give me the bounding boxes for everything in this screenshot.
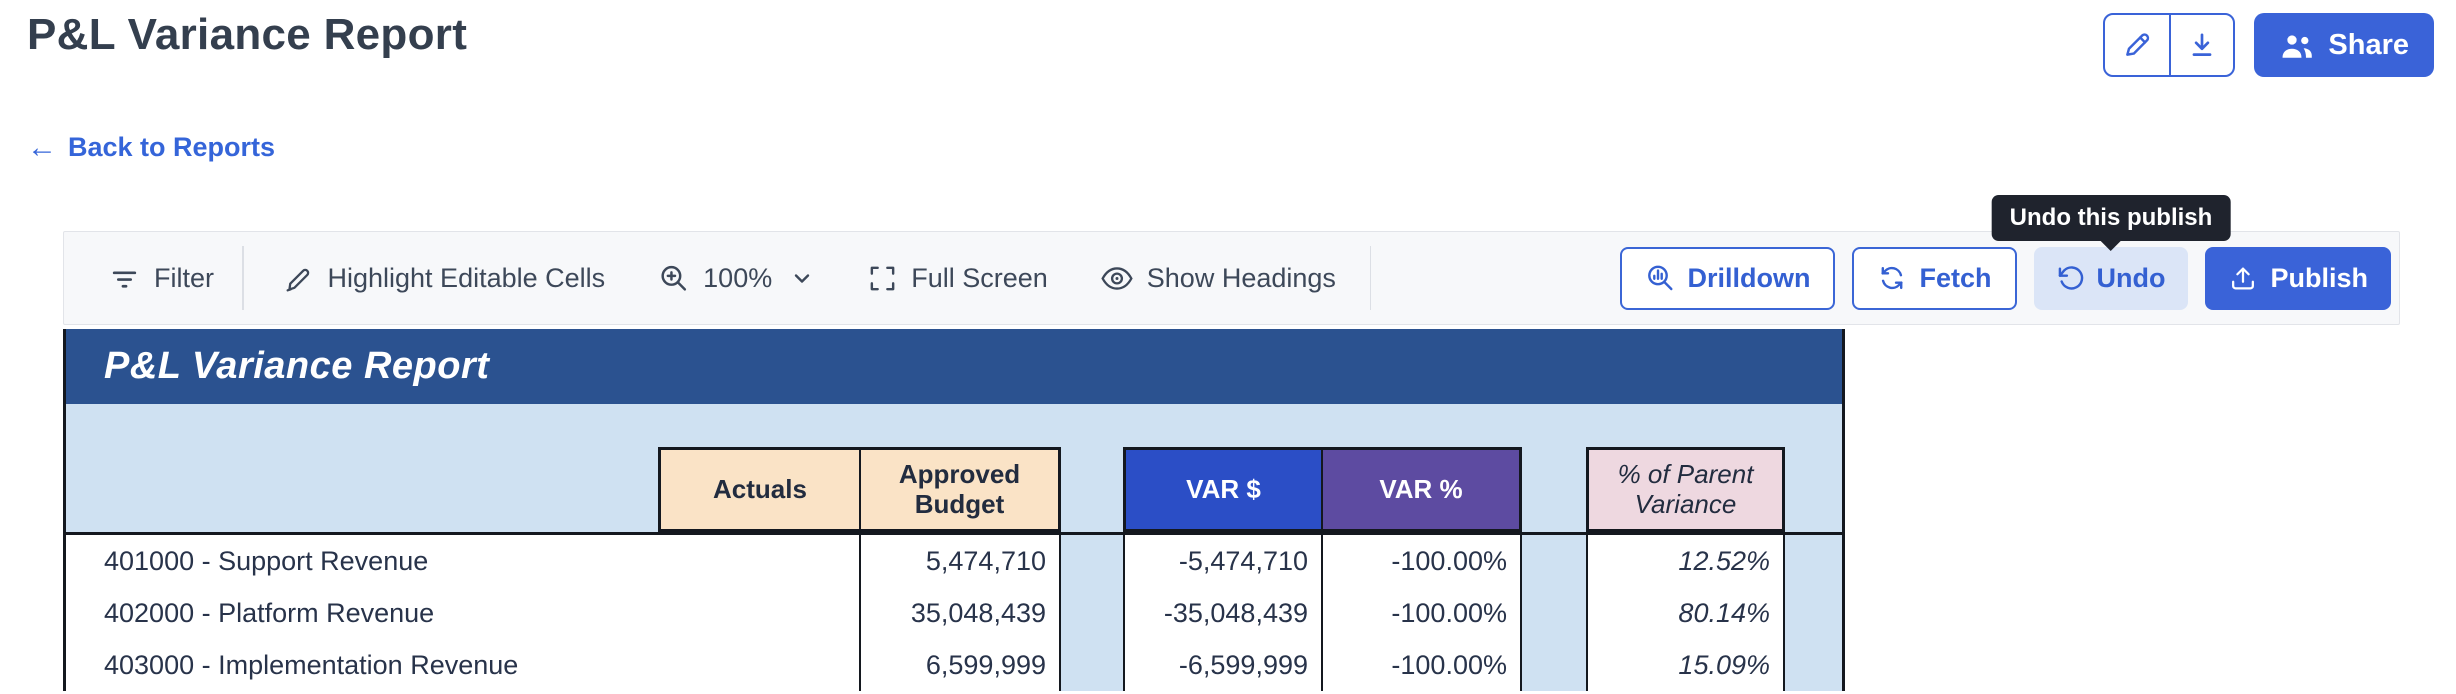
drilldown-button[interactable]: Drilldown: [1620, 246, 1836, 310]
share-button[interactable]: Share: [2254, 13, 2434, 77]
header-actions: Share: [2103, 13, 2434, 77]
highlighter-icon: [282, 262, 315, 295]
var-dollar-cell[interactable]: -5,474,710: [1123, 535, 1323, 587]
pencil-icon: [2122, 30, 2152, 60]
column-gap: [1522, 587, 1586, 639]
zoom-in-icon: [657, 262, 690, 295]
column-gap: [1785, 639, 1842, 691]
undo-button[interactable]: Undo: [2033, 246, 2189, 310]
var-percent-cell[interactable]: -100.00%: [1323, 535, 1522, 587]
highlight-editable-cells-button[interactable]: Highlight Editable Cells: [282, 262, 606, 295]
undo-icon: [2057, 264, 2085, 292]
zoom-level-value: 100%: [703, 262, 773, 293]
column-header-actuals[interactable]: Actuals: [658, 447, 861, 532]
column-gap: [1522, 639, 1586, 691]
table-row[interactable]: 401000 - Support Revenue 5,474,710 -5,47…: [66, 535, 1842, 587]
parent-variance-cell[interactable]: 80.14%: [1586, 587, 1785, 639]
share-users-icon: [2279, 30, 2315, 60]
var-percent-cell[interactable]: -100.00%: [1323, 639, 1522, 691]
column-header-var-dollar[interactable]: VAR $: [1123, 447, 1323, 532]
highlight-label: Highlight Editable Cells: [327, 262, 606, 293]
actuals-cell[interactable]: [658, 587, 861, 639]
back-arrow-icon: ←: [27, 130, 57, 164]
column-gap: [1061, 587, 1123, 639]
back-link-label: Back to Reports: [68, 132, 276, 162]
show-headings-label: Show Headings: [1146, 262, 1336, 293]
toolbar-divider: [1369, 246, 1372, 310]
report-body: 401000 - Support Revenue 5,474,710 -5,47…: [66, 532, 1842, 691]
row-label-cell[interactable]: 402000 - Platform Revenue: [104, 597, 435, 628]
actuals-cell[interactable]: [658, 535, 861, 587]
publish-button[interactable]: Publish: [2205, 246, 2391, 310]
parent-variance-cell[interactable]: 12.52%: [1586, 535, 1785, 587]
approved-budget-cell[interactable]: 6,599,999: [861, 639, 1061, 691]
var-dollar-cell[interactable]: -6,599,999: [1123, 639, 1323, 691]
filter-label: Filter: [154, 262, 214, 293]
row-label-cell[interactable]: 403000 - Implementation Revenue: [104, 649, 519, 680]
full-screen-label: Full Screen: [911, 262, 1048, 293]
report-table: P&L Variance Report Actuals Approved Bud…: [63, 329, 1845, 691]
edit-download-button-group: [2103, 13, 2236, 77]
publish-upload-icon: [2228, 263, 2258, 293]
share-button-label: Share: [2328, 28, 2409, 61]
chevron-down-icon: [789, 265, 815, 291]
toolbar-actions: Drilldown Fetch Undo this publish Undo: [1620, 194, 2391, 310]
filter-icon: [108, 262, 141, 295]
undo-tooltip: Undo this publish: [1991, 194, 2231, 241]
drilldown-icon: [1645, 263, 1675, 293]
parent-variance-cell[interactable]: 15.09%: [1586, 639, 1785, 691]
report-toolbar: Filter Highlight Editable Cells 100%: [63, 194, 2400, 325]
download-icon: [2187, 30, 2217, 60]
fetch-refresh-icon: [1877, 263, 1907, 293]
column-gap: [1522, 535, 1586, 587]
table-row[interactable]: 403000 - Implementation Revenue 6,599,99…: [66, 639, 1842, 691]
zoom-level-dropdown[interactable]: 100%: [657, 262, 815, 295]
publish-label: Publish: [2270, 262, 2368, 293]
full-screen-button[interactable]: Full Screen: [867, 263, 1048, 294]
download-button[interactable]: [2169, 15, 2233, 75]
row-label-cell[interactable]: 401000 - Support Revenue: [104, 545, 429, 576]
back-to-reports-link[interactable]: ← Back to Reports: [27, 132, 275, 163]
table-row[interactable]: 402000 - Platform Revenue 35,048,439 -35…: [66, 587, 1842, 639]
approved-budget-cell[interactable]: 5,474,710: [861, 535, 1061, 587]
var-dollar-cell[interactable]: -35,048,439: [1123, 587, 1323, 639]
edit-button[interactable]: [2105, 15, 2169, 75]
report-title: P&L Variance Report: [104, 345, 490, 387]
fetch-button[interactable]: Fetch: [1852, 246, 2017, 310]
fullscreen-icon: [867, 263, 898, 294]
toolbar-divider: [242, 246, 244, 310]
column-gap: [1785, 587, 1842, 639]
column-header-approved-budget[interactable]: Approved Budget: [861, 447, 1061, 532]
var-percent-cell[interactable]: -100.00%: [1323, 587, 1522, 639]
column-gap: [1785, 535, 1842, 587]
page-title: P&L Variance Report: [27, 10, 468, 59]
show-headings-toggle[interactable]: Show Headings: [1100, 263, 1336, 294]
undo-button-wrapper: Undo this publish Undo: [1991, 194, 2231, 310]
actuals-cell[interactable]: [658, 639, 861, 691]
column-gap: [1061, 639, 1123, 691]
fetch-label: Fetch: [1919, 262, 1992, 293]
eye-icon: [1100, 265, 1134, 292]
page-header: P&L Variance Report: [0, 0, 2456, 82]
filter-button[interactable]: Filter: [108, 262, 214, 295]
report-column-headers: Actuals Approved Budget VAR $ VAR % % of…: [66, 404, 1842, 532]
column-header-parent-variance[interactable]: % of Parent Variance: [1586, 447, 1785, 532]
approved-budget-cell[interactable]: 35,048,439: [861, 587, 1061, 639]
report-title-band: P&L Variance Report: [66, 329, 1842, 404]
undo-label: Undo: [2096, 262, 2166, 293]
column-gap: [1061, 535, 1123, 587]
drilldown-label: Drilldown: [1687, 262, 1811, 293]
column-header-var-percent[interactable]: VAR %: [1323, 447, 1522, 532]
